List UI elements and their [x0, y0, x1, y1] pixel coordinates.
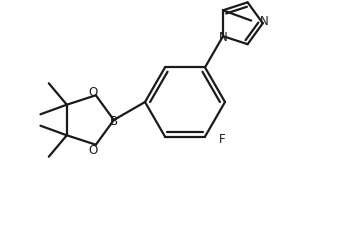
Text: F: F [219, 133, 226, 146]
Text: N: N [219, 31, 227, 44]
Text: O: O [88, 85, 97, 98]
Text: B: B [110, 114, 118, 127]
Text: O: O [88, 144, 97, 157]
Text: N: N [259, 15, 268, 28]
